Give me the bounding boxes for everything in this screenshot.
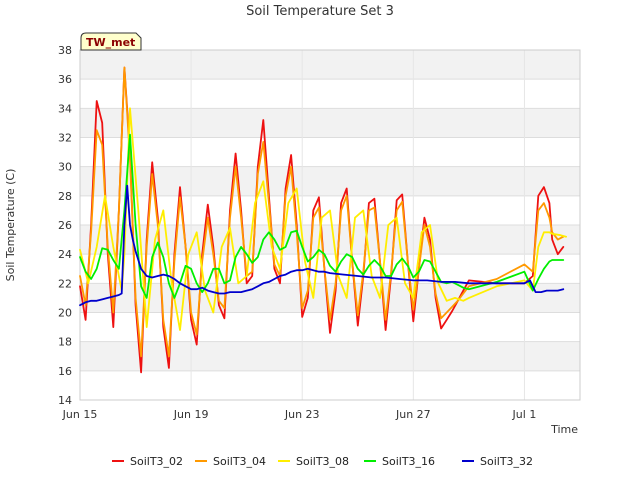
series-lines	[79, 66, 567, 374]
plot-frame	[79, 49, 581, 401]
x-tick-label: Jul 1	[512, 408, 537, 421]
y-tick-label: 22	[58, 277, 72, 290]
legend-item: SoilT3_16	[364, 455, 435, 468]
y-tick-label: 30	[58, 161, 72, 174]
grid-band	[80, 225, 580, 255]
grid-band	[80, 283, 580, 313]
y-tick-label: 32	[58, 132, 72, 145]
legend-label: SoilT3_02	[130, 455, 183, 468]
y-tick-label: 36	[58, 73, 72, 86]
y-tick-label: 18	[58, 336, 72, 349]
y-tick-label: 24	[58, 248, 72, 261]
y-tick-label: 28	[58, 190, 72, 203]
chart-title: Soil Temperature Set 3	[246, 4, 394, 19]
legend-label: SoilT3_32	[480, 455, 533, 468]
y-axis-ticks: 14 16 18 20 22 24 26 28 30 32 34 36 38	[58, 44, 72, 407]
site-badge-box	[80, 32, 142, 51]
grid-band	[80, 166, 580, 196]
x-tick-label: Jun 23	[284, 408, 320, 421]
legend-label: SoilT3_04	[213, 455, 266, 468]
grid-band	[80, 108, 580, 138]
site-badge: TW_met	[80, 32, 142, 51]
x-axis-label: Time	[550, 423, 578, 436]
grid-band	[80, 137, 580, 167]
x-tick-label: Jun 27	[395, 408, 431, 421]
series-line-soilt3-16	[79, 133, 565, 299]
y-tick-label: 26	[58, 219, 72, 232]
series-line-soilt3-08	[79, 107, 567, 331]
legend: SoilT3_02 SoilT3_04 SoilT3_08 SoilT3_16 Soil…	[112, 455, 533, 468]
grid-band	[80, 370, 580, 400]
legend-item: SoilT3_04	[195, 455, 266, 468]
y-tick-label: 16	[58, 365, 72, 378]
grid-band	[80, 50, 580, 80]
series-line-soilt3-32	[79, 184, 565, 307]
x-tick-label: Jun 19	[173, 408, 209, 421]
grid-band	[80, 341, 580, 371]
y-tick-label: 20	[58, 307, 72, 320]
legend-item: SoilT3_08	[278, 455, 349, 468]
x-axis-ticks: Jun 15 Jun 19 Jun 23 Jun 27 Jul 1	[62, 408, 537, 421]
y-tick-label: 34	[58, 102, 72, 115]
legend-label: SoilT3_16	[382, 455, 435, 468]
site-badge-label: TW_met	[86, 36, 135, 49]
legend-item: SoilT3_02	[112, 455, 183, 468]
legend-item: SoilT3_32	[462, 455, 533, 468]
grid-band	[80, 79, 580, 109]
x-tick-label: Jun 15	[62, 408, 98, 421]
y-axis-label: Soil Temperature (C)	[4, 169, 17, 282]
legend-label: SoilT3_08	[296, 455, 349, 468]
grid-bands	[80, 50, 580, 400]
y-tick-label: 14	[58, 394, 72, 407]
y-tick-label: 38	[58, 44, 72, 57]
